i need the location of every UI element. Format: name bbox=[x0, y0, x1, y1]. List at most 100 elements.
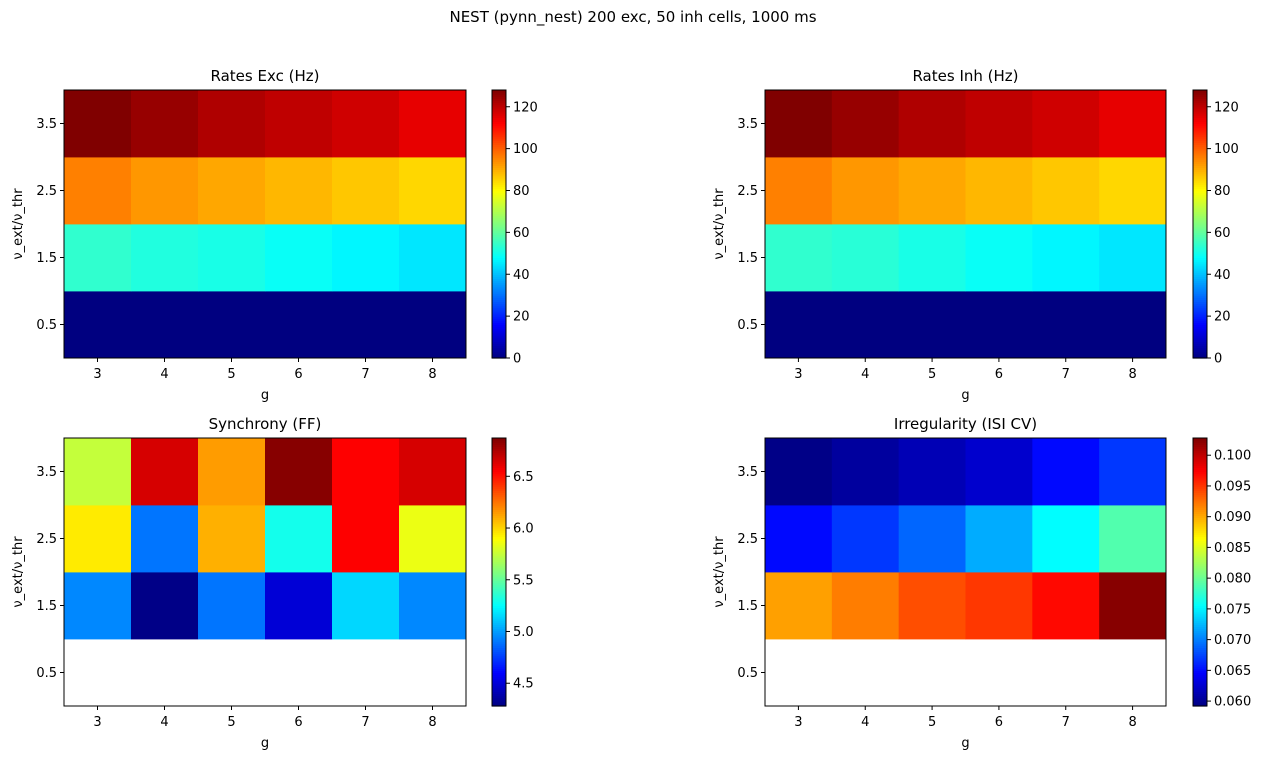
figure-title: NEST (pynn_nest) 200 exc, 50 inh cells, … bbox=[449, 8, 816, 27]
heatmap-cell bbox=[332, 224, 400, 292]
x-tick-label: 5 bbox=[227, 715, 235, 730]
x-axis-label: g bbox=[261, 736, 269, 751]
colorbar-segment bbox=[492, 341, 506, 344]
colorbar-segment bbox=[1193, 607, 1207, 611]
colorbar-segment bbox=[1193, 657, 1207, 661]
colorbar-segment bbox=[492, 123, 506, 127]
colorbar-segment bbox=[1193, 318, 1207, 321]
colorbar-segment bbox=[492, 163, 506, 166]
heatmap-cell bbox=[765, 572, 833, 640]
colorbar-segment bbox=[1193, 234, 1207, 238]
colorbar-segment bbox=[1193, 347, 1207, 351]
colorbar-tick-label: 0.095 bbox=[1214, 479, 1251, 494]
colorbar-segment bbox=[492, 349, 506, 353]
colorbar-segment bbox=[1193, 615, 1207, 619]
colorbar-segment bbox=[1193, 157, 1207, 160]
heatmap-cell bbox=[131, 639, 199, 707]
heatmap-cell bbox=[399, 90, 467, 158]
heatmap-cell bbox=[332, 438, 400, 506]
y-tick-label: 3.5 bbox=[737, 117, 758, 132]
colorbar-segment bbox=[492, 448, 506, 452]
colorbar-segment bbox=[492, 517, 506, 521]
colorbar-segment bbox=[492, 563, 506, 567]
colorbar-segment bbox=[1193, 670, 1207, 674]
colorbar-segment bbox=[1193, 136, 1207, 139]
colorbar-segment bbox=[1193, 701, 1207, 705]
colorbar-segment bbox=[1193, 98, 1207, 102]
colorbar-tick-label: 0.075 bbox=[1214, 602, 1251, 617]
colorbar-tick-label: 40 bbox=[513, 268, 530, 283]
colorbar: 0.060 0.065 0.070 0.075 0.080 0.085 0.090 0.095… bbox=[1192, 437, 1251, 710]
colorbar-tick-label: 80 bbox=[1214, 184, 1231, 199]
colorbar-segment bbox=[492, 286, 506, 290]
colorbar-segment bbox=[492, 565, 506, 569]
colorbar-segment bbox=[492, 138, 506, 141]
colorbar-segment bbox=[1193, 490, 1207, 494]
colorbar-segment bbox=[492, 244, 506, 248]
colorbar-segment bbox=[492, 272, 506, 275]
heatmap-cell bbox=[765, 291, 833, 359]
heatmap-cell bbox=[1099, 438, 1167, 506]
colorbar-segment bbox=[492, 592, 506, 596]
colorbar-segment bbox=[1193, 259, 1207, 263]
heatmap-cell bbox=[831, 438, 900, 506]
colorbar-tick-label: 20 bbox=[1214, 310, 1231, 325]
colorbar-segment bbox=[1193, 163, 1207, 166]
colorbar-segment bbox=[492, 334, 506, 338]
colorbar-tick-label: 5.0 bbox=[513, 625, 534, 640]
colorbar-segment bbox=[492, 653, 506, 657]
heatmap-cell bbox=[898, 157, 966, 225]
colorbar-segment bbox=[1193, 678, 1207, 682]
heatmap-cell bbox=[131, 438, 199, 506]
colorbar-segment bbox=[1193, 274, 1207, 277]
colorbar-segment bbox=[492, 152, 506, 156]
colorbar-segment bbox=[492, 305, 506, 309]
colorbar-segment bbox=[492, 108, 506, 112]
heatmap-cell bbox=[265, 90, 333, 158]
colorbar-segment bbox=[492, 221, 506, 225]
colorbar-segment bbox=[492, 676, 506, 680]
colorbar-segment bbox=[492, 636, 506, 640]
colorbar-segment bbox=[492, 307, 506, 311]
colorbar-segment bbox=[492, 303, 506, 307]
colorbar-segment bbox=[492, 328, 506, 332]
colorbar-segment bbox=[492, 196, 506, 200]
colorbar-segment bbox=[492, 546, 506, 550]
heatmap-cell bbox=[1032, 90, 1100, 158]
colorbar-segment bbox=[1193, 477, 1207, 481]
colorbar-segment bbox=[492, 314, 506, 317]
heatmap-cell bbox=[399, 639, 467, 707]
heatmap-cell bbox=[64, 572, 132, 640]
heatmap-cell bbox=[965, 639, 1033, 707]
heatmap-cell bbox=[131, 291, 199, 359]
colorbar-segment bbox=[1193, 488, 1207, 491]
heatmap-cell bbox=[198, 572, 266, 640]
colorbar-segment bbox=[492, 219, 506, 223]
colorbar-segment bbox=[1193, 557, 1207, 561]
heatmap-cell bbox=[64, 505, 132, 573]
colorbar-segment bbox=[1193, 538, 1207, 542]
colorbar-segment bbox=[1193, 446, 1207, 450]
colorbar-segment bbox=[1193, 345, 1207, 349]
colorbar-segment bbox=[492, 523, 506, 527]
colorbar-segment bbox=[492, 102, 506, 106]
colorbar-segment bbox=[492, 586, 506, 590]
colorbar-segment bbox=[1193, 295, 1207, 298]
colorbar-segment bbox=[1193, 184, 1207, 187]
colorbar-segment bbox=[1193, 630, 1207, 634]
colorbar-segment bbox=[492, 469, 506, 473]
colorbar-segment bbox=[1193, 666, 1207, 669]
colorbar-segment bbox=[1193, 509, 1207, 512]
heatmap-panel-4: Irregularity (ISI CV) 3 4 5 6 7 8 0.5 1.5 2.5 3.5 g… bbox=[712, 415, 1251, 751]
colorbar-segment bbox=[1193, 641, 1207, 644]
colorbar-segment bbox=[1193, 574, 1207, 577]
heatmap-cell bbox=[64, 90, 132, 158]
x-tick-label: 8 bbox=[428, 367, 436, 382]
x-tick-label: 5 bbox=[928, 715, 936, 730]
colorbar-segment bbox=[1193, 519, 1207, 523]
colorbar-segment bbox=[492, 324, 506, 328]
colorbar-segment bbox=[492, 672, 506, 676]
heatmap-cell bbox=[965, 291, 1033, 359]
colorbar-segment bbox=[492, 496, 506, 500]
heatmap-cell bbox=[332, 291, 400, 359]
